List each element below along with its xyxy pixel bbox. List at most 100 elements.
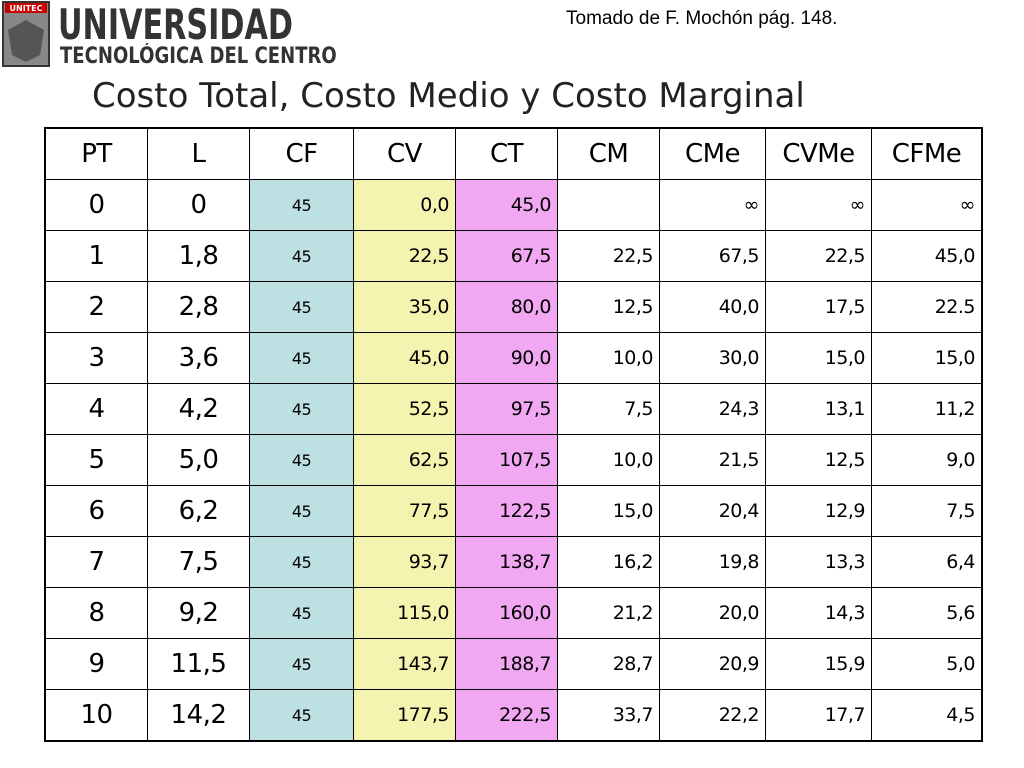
table-cell: 45 <box>249 230 354 282</box>
table-cell: 15,0 <box>765 332 872 384</box>
table-cell: 177,5 <box>353 689 456 742</box>
table-cell: 45 <box>249 485 354 537</box>
column-header: PT <box>44 127 148 180</box>
table-cell: 80,0 <box>455 281 558 333</box>
table-cell: 20,4 <box>659 485 766 537</box>
table-cell: 45 <box>249 638 354 690</box>
table-cell: 10,0 <box>557 332 660 384</box>
table-cell: 2 <box>44 281 148 333</box>
table-cell: 5,0 <box>147 434 250 486</box>
table-cell: 28,7 <box>557 638 660 690</box>
table-cell: 0 <box>147 179 250 231</box>
table-cell: 3 <box>44 332 148 384</box>
table-cell <box>557 179 660 231</box>
table-row: 2 2,8 45 35,0 80,0 12,5 40,0 17,5 22.5 <box>44 281 983 333</box>
column-header: CT <box>455 127 558 180</box>
table-cell: 17,5 <box>765 281 872 333</box>
table-cell: 143,7 <box>353 638 456 690</box>
table-cell: 9,2 <box>147 587 250 639</box>
table-cell: 13,1 <box>765 383 872 435</box>
table-cell: 11,2 <box>871 383 983 435</box>
table-cell: 20,0 <box>659 587 766 639</box>
table-cell: 45,0 <box>455 179 558 231</box>
table-cell: 62,5 <box>353 434 456 486</box>
column-header: CFMe <box>871 127 983 180</box>
table-cell: 14,2 <box>147 689 250 742</box>
table-row: 3 3,6 45 45,0 90,0 10,0 30,0 15,0 15,0 <box>44 332 983 384</box>
table-cell: 40,0 <box>659 281 766 333</box>
table-cell: 45 <box>249 536 354 588</box>
table-cell: 9 <box>44 638 148 690</box>
table-cell: 15,9 <box>765 638 872 690</box>
table-cell: 8 <box>44 587 148 639</box>
table-row: 9 11,5 45 143,7 188,7 28,7 20,9 15,9 5,0 <box>44 638 983 690</box>
table-cell: 35,0 <box>353 281 456 333</box>
table-cell: 24,3 <box>659 383 766 435</box>
table-row: 8 9,2 45 115,0 160,0 21,2 20,0 14,3 5,6 <box>44 587 983 639</box>
table-cell: 45,0 <box>353 332 456 384</box>
table-cell: 52,5 <box>353 383 456 435</box>
table-cell: 3,6 <box>147 332 250 384</box>
table-cell: 4,5 <box>871 689 983 742</box>
table-cell: 33,7 <box>557 689 660 742</box>
column-header: CM <box>557 127 660 180</box>
table-cell: 22.5 <box>871 281 983 333</box>
table-cell: 17,7 <box>765 689 872 742</box>
table-cell: 90,0 <box>455 332 558 384</box>
table-cell: 12,5 <box>765 434 872 486</box>
column-header: CVMe <box>765 127 872 180</box>
table-cell: ∞ <box>765 179 872 231</box>
table-cell: 160,0 <box>455 587 558 639</box>
table-cell: 45 <box>249 383 354 435</box>
table-cell: 20,9 <box>659 638 766 690</box>
table-cell: 6 <box>44 485 148 537</box>
table-cell: 6,2 <box>147 485 250 537</box>
table-cell: 77,5 <box>353 485 456 537</box>
table-cell: 1 <box>44 230 148 282</box>
source-note: Tomado de F. Mochón pág. 148. <box>566 8 838 29</box>
table-cell: 7 <box>44 536 148 588</box>
table-row: 6 6,2 45 77,5 122,5 15,0 20,4 12,9 7,5 <box>44 485 983 537</box>
table-row: 10 14,2 45 177,5 222,5 33,7 22,2 17,7 4,5 <box>44 689 983 742</box>
table-cell: 9,0 <box>871 434 983 486</box>
table-cell: 21,2 <box>557 587 660 639</box>
table-cell: 45 <box>249 434 354 486</box>
logo-title: UNIVERSIDAD <box>58 0 294 49</box>
header-row: PT L CF CV CT CM CMe CVMe CFMe <box>44 127 983 180</box>
table-cell: 115,0 <box>353 587 456 639</box>
column-header: CV <box>353 127 456 180</box>
table-cell: 11,5 <box>147 638 250 690</box>
table-cell: 45 <box>249 587 354 639</box>
table-cell: 21,5 <box>659 434 766 486</box>
table-cell: 45 <box>249 332 354 384</box>
table-cell: 67,5 <box>455 230 558 282</box>
table-cell: 14,3 <box>765 587 872 639</box>
table-cell: 6,4 <box>871 536 983 588</box>
cost-table: PT L CF CV CT CM CMe CVMe CFMe 0 0 45 0,0 45,0 ∞ ∞ ∞ 1 1,8… <box>44 127 983 742</box>
table-cell: 12,5 <box>557 281 660 333</box>
table-cell: 4,2 <box>147 383 250 435</box>
table-cell: 122,5 <box>455 485 558 537</box>
table-cell: 15,0 <box>871 332 983 384</box>
table-cell: 7,5 <box>871 485 983 537</box>
table-cell: 107,5 <box>455 434 558 486</box>
table-cell: 45 <box>249 689 354 742</box>
table-cell: 138,7 <box>455 536 558 588</box>
table-cell: 16,2 <box>557 536 660 588</box>
table-row: 0 0 45 0,0 45,0 ∞ ∞ ∞ <box>44 179 983 231</box>
column-header: CMe <box>659 127 766 180</box>
table-row: 5 5,0 45 62,5 107,5 10,0 21,5 12,5 9,0 <box>44 434 983 486</box>
table-cell: 45 <box>249 281 354 333</box>
table-cell: 5,0 <box>871 638 983 690</box>
column-header: CF <box>249 127 354 180</box>
table-cell: 97,5 <box>455 383 558 435</box>
table-cell: 22,5 <box>353 230 456 282</box>
table-cell: 15,0 <box>557 485 660 537</box>
logo-subtitle: TECNOLÓGICA DEL CENTRO <box>60 44 337 69</box>
table-cell: 10 <box>44 689 148 742</box>
table-row: 7 7,5 45 93,7 138,7 16,2 19,8 13,3 6,4 <box>44 536 983 588</box>
table-cell: 45 <box>249 179 354 231</box>
table-cell: 1,8 <box>147 230 250 282</box>
table-cell: 10,0 <box>557 434 660 486</box>
